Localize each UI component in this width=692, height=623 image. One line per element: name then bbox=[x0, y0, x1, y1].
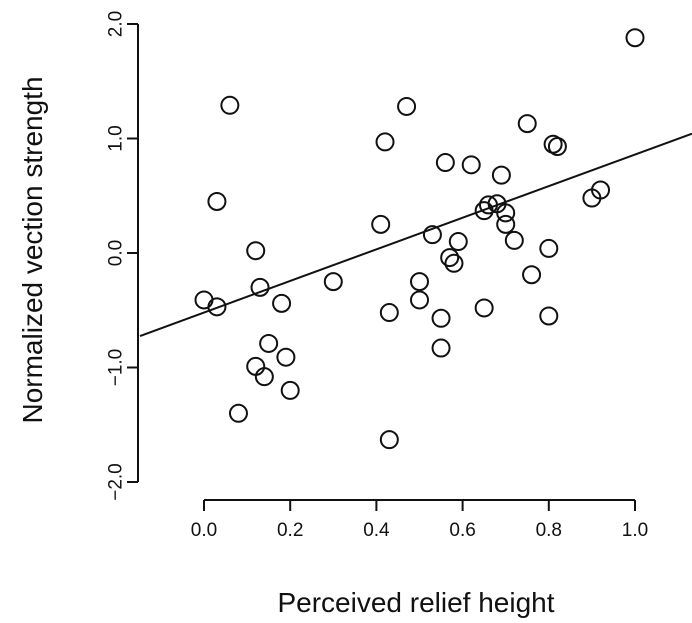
data-point bbox=[410, 290, 429, 310]
data-point bbox=[280, 380, 300, 400]
data-point bbox=[246, 241, 266, 261]
data-points bbox=[194, 28, 645, 450]
y-tick-label: −2.0 bbox=[106, 463, 127, 501]
x-tick-label: 0.4 bbox=[363, 520, 390, 541]
y-axis-title: Normalized vection strength bbox=[17, 76, 48, 423]
x-tick-label: 1.0 bbox=[622, 520, 648, 541]
data-point bbox=[422, 225, 442, 245]
data-point bbox=[539, 238, 559, 258]
data-point bbox=[478, 195, 498, 215]
data-point bbox=[259, 333, 279, 353]
x-axis-ticks: 0.0 0.2 0.4 0.6 0.8 1.0 bbox=[191, 500, 648, 541]
data-point bbox=[272, 293, 292, 313]
data-point bbox=[194, 290, 214, 310]
data-point bbox=[431, 338, 451, 358]
plot-area bbox=[139, 28, 692, 450]
data-point bbox=[410, 272, 429, 292]
x-tick-label: 0.0 bbox=[191, 520, 217, 541]
data-point bbox=[246, 356, 266, 376]
data-point bbox=[474, 298, 494, 318]
data-point bbox=[431, 308, 451, 328]
x-tick-label: 0.2 bbox=[277, 520, 303, 541]
data-point bbox=[461, 155, 481, 175]
y-tick-label: 2.0 bbox=[106, 11, 127, 37]
data-point bbox=[207, 297, 227, 317]
regression-line bbox=[139, 132, 692, 337]
data-point bbox=[444, 253, 464, 273]
data-point bbox=[276, 347, 296, 367]
data-point bbox=[591, 180, 611, 200]
y-axis-ticks: −2.0 −1.0 0.0 1.0 2.0 bbox=[106, 11, 138, 501]
y-tick-label: −1.0 bbox=[106, 349, 127, 387]
data-point bbox=[220, 95, 240, 115]
axes: −2.0 −1.0 0.0 1.0 2.0 0.0 0.2 0.4 0.6 0.8 1.0 bbox=[106, 11, 649, 541]
data-point bbox=[517, 114, 537, 134]
data-point bbox=[379, 430, 399, 450]
data-point bbox=[522, 265, 542, 285]
data-point bbox=[504, 230, 524, 250]
data-point bbox=[371, 214, 391, 234]
data-point bbox=[547, 137, 567, 157]
data-point bbox=[323, 272, 343, 292]
data-point bbox=[496, 203, 516, 223]
data-point bbox=[448, 232, 468, 252]
data-point bbox=[375, 132, 395, 152]
data-point bbox=[435, 153, 455, 173]
data-point bbox=[228, 403, 248, 423]
data-point bbox=[539, 306, 559, 326]
data-point bbox=[491, 165, 511, 185]
data-point bbox=[440, 248, 460, 268]
data-point bbox=[496, 214, 516, 234]
data-point bbox=[254, 367, 274, 387]
x-axis-title: Perceived relief height bbox=[277, 587, 554, 618]
y-tick-label: 0.0 bbox=[106, 240, 127, 266]
y-tick-label: 1.0 bbox=[106, 125, 127, 151]
data-point bbox=[397, 96, 417, 116]
x-tick-label: 0.8 bbox=[536, 520, 562, 541]
data-point bbox=[379, 303, 399, 323]
data-point bbox=[207, 191, 227, 211]
data-point bbox=[625, 28, 645, 48]
x-tick-label: 0.6 bbox=[449, 520, 475, 541]
data-point bbox=[250, 277, 270, 297]
